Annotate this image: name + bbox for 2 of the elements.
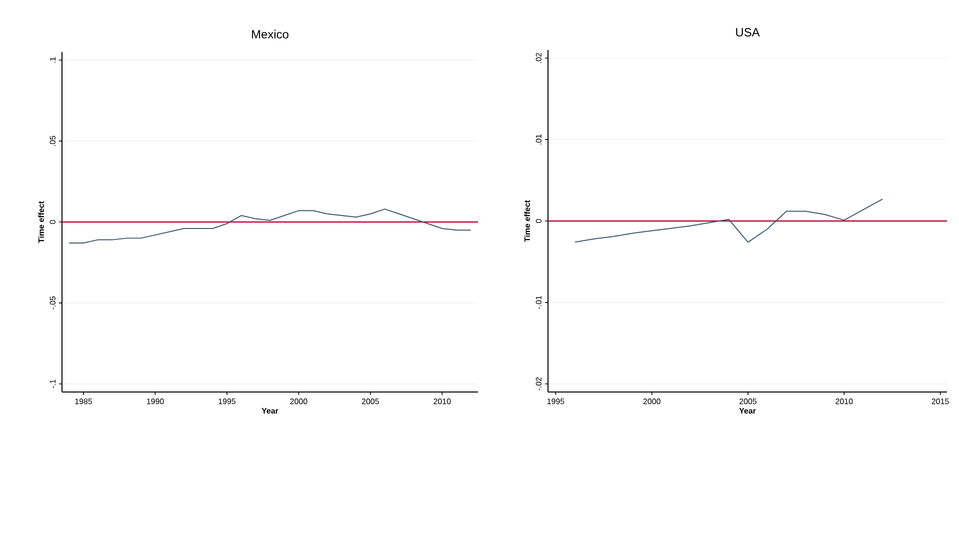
chart-title: Mexico — [252, 30, 288, 38]
chart-title: USA — [736, 28, 760, 36]
